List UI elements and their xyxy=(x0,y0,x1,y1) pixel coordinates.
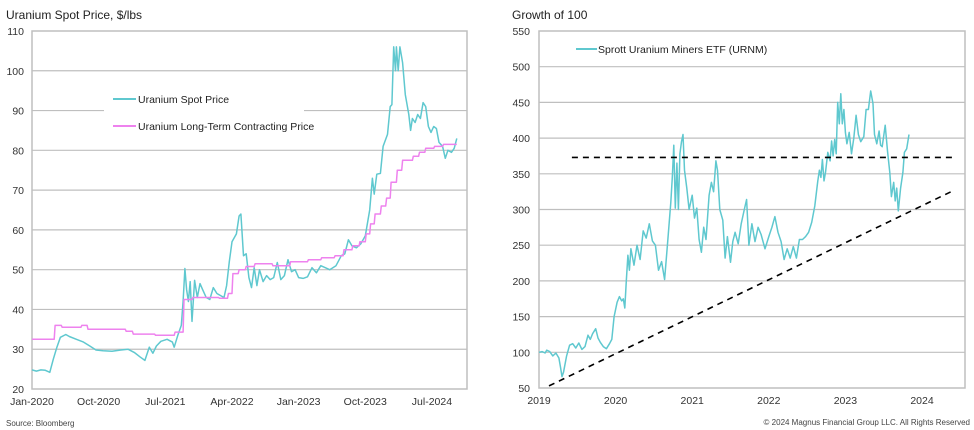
x-tick-label: 2023 xyxy=(834,395,858,407)
y-tick-label: 400 xyxy=(512,133,530,145)
plot-frame xyxy=(538,30,966,389)
y-tick-label: 50 xyxy=(518,383,530,395)
y-tick-label: 150 xyxy=(512,312,530,324)
x-tick-label: Jan-2020 xyxy=(10,396,54,408)
plot-frame xyxy=(31,30,468,390)
y-tick-label: 80 xyxy=(12,145,24,157)
x-tick-label: Oct-2020 xyxy=(77,396,120,408)
x-tick-label: 2024 xyxy=(910,395,934,407)
y-tick-label: 60 xyxy=(12,225,24,237)
y-tick-label: 50 xyxy=(12,265,24,277)
y-tick-label: 200 xyxy=(512,276,530,288)
chart-title-urnm: Growth of 100 xyxy=(512,8,588,22)
x-tick-label: Apr-2022 xyxy=(210,396,253,408)
x-tick-label: Jul-2021 xyxy=(145,396,185,408)
legend-label-contract: Uranium Long-Term Contracting Price xyxy=(138,121,314,133)
x-tick-label: 2019 xyxy=(527,395,551,407)
chart-title-spot: Uranium Spot Price, $/lbs xyxy=(6,8,143,22)
y-tick-label: 110 xyxy=(7,26,24,38)
source-note: Source: Bloomberg xyxy=(6,419,75,428)
x-tick-label: 2020 xyxy=(604,395,628,407)
y-tick-label: 30 xyxy=(12,344,24,356)
x-tick-label: Oct-2023 xyxy=(344,396,387,408)
y-tick-label: 450 xyxy=(512,97,530,109)
series-line-support-trend-line xyxy=(548,189,955,387)
legend-box-spot xyxy=(104,89,304,143)
y-tick-label: 250 xyxy=(512,240,530,252)
series-line-uranium-long-term-contracting-price xyxy=(32,143,457,341)
y-tick-label: 100 xyxy=(512,347,530,359)
x-tick-label: Jan-2023 xyxy=(277,396,321,408)
copyright-note: © 2024 Magnus Financial Group LLC. All R… xyxy=(763,418,970,427)
x-tick-label: 2021 xyxy=(681,395,705,407)
series-line-uranium-spot-price xyxy=(31,46,458,374)
x-tick-label: 2022 xyxy=(757,395,781,407)
y-tick-label: 100 xyxy=(6,66,24,78)
y-tick-label: 550 xyxy=(512,26,530,38)
legend-label-spot: Uranium Spot Price xyxy=(138,94,229,106)
y-tick-label: 350 xyxy=(512,169,530,181)
series-line-sprott-uranium-miners-etf-urnm xyxy=(538,90,910,378)
y-tick-label: 70 xyxy=(12,185,24,197)
legend-label-urnm: Sprott Uranium Miners ETF (URNM) xyxy=(598,44,767,56)
y-tick-label: 300 xyxy=(512,205,530,217)
y-tick-label: 40 xyxy=(12,304,24,316)
y-tick-label: 20 xyxy=(12,384,24,396)
x-tick-label: Jul-2024 xyxy=(412,396,452,408)
y-tick-label: 90 xyxy=(12,106,24,118)
y-tick-label: 500 xyxy=(512,62,530,74)
